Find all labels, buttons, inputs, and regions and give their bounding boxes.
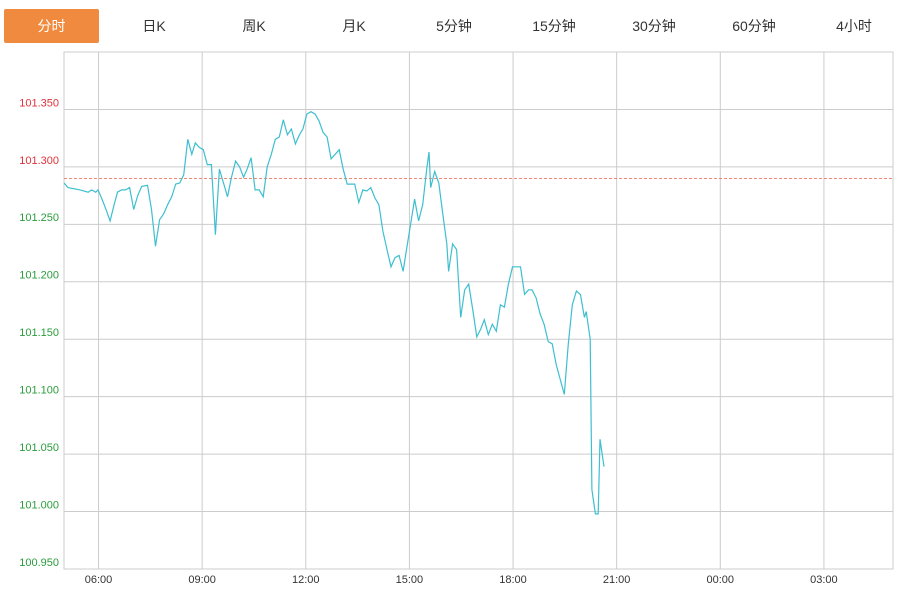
tab[interactable]: 5分钟 [436, 18, 472, 34]
x-tick-label: 12:00 [292, 574, 320, 586]
x-tick-label: 06:00 [85, 574, 113, 586]
tab[interactable]: 分时 [4, 9, 99, 43]
tab[interactable]: 4小时 [836, 18, 872, 34]
x-tick-label: 00:00 [707, 574, 735, 586]
tab[interactable]: 15分钟 [532, 18, 576, 34]
y-tick-label: 101.200 [19, 270, 59, 282]
plot-frame [63, 51, 894, 570]
y-tick-label: 101.300 [19, 155, 59, 167]
tab[interactable]: 周K [242, 18, 266, 34]
x-tick-label: 18:00 [499, 574, 527, 586]
y-tick-label: 101.150 [19, 327, 59, 339]
tab[interactable]: 60分钟 [732, 18, 776, 34]
tab-bar: 分时 日K 周K 月K 5分钟 15分钟 30分钟 60分钟 4小时 [4, 9, 904, 43]
y-tick-label: 101.250 [19, 212, 59, 224]
price-line [63, 111, 605, 515]
tab[interactable]: 月K [342, 18, 366, 34]
tab[interactable]: 日K [142, 18, 166, 34]
x-tick-label: 09:00 [188, 574, 216, 586]
y-tick-label: 101.350 [19, 97, 59, 109]
x-tick-label: 03:00 [810, 574, 838, 586]
y-tick-label: 100.950 [19, 557, 59, 569]
tab[interactable]: 30分钟 [632, 18, 676, 34]
y-tick-label: 101.000 [19, 499, 59, 511]
y-tick-label: 101.050 [19, 442, 59, 454]
x-tick-label: 21:00 [603, 574, 631, 586]
y-tick-label: 101.100 [19, 385, 59, 397]
x-tick-label: 15:00 [396, 574, 424, 586]
